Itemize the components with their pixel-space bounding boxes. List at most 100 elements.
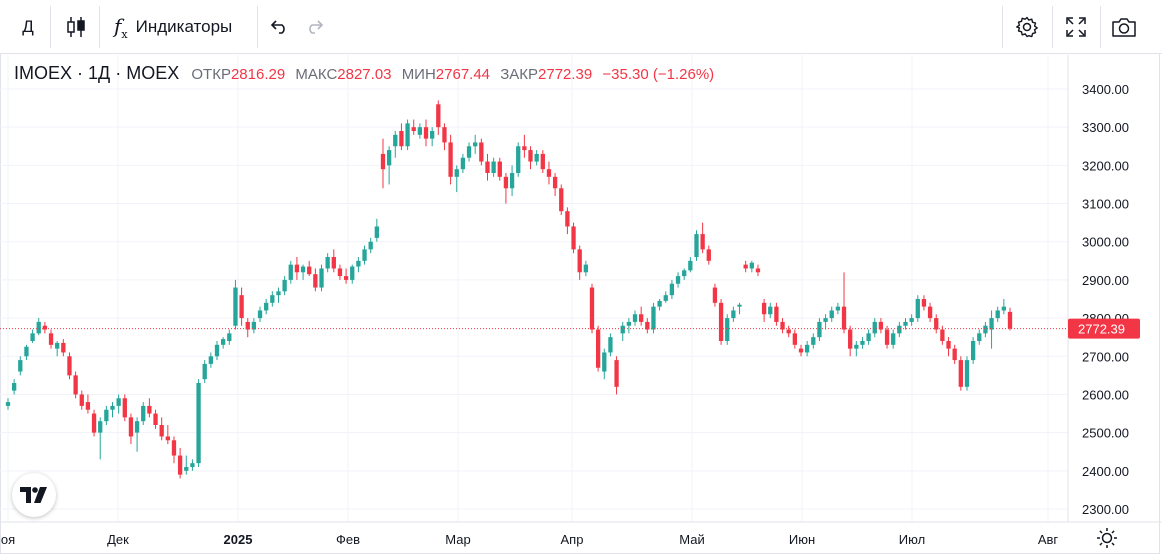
candle-body — [577, 249, 582, 273]
close-label: ЗАКР — [500, 66, 539, 83]
candle — [61, 339, 66, 357]
candle-body — [675, 276, 681, 284]
candle-body — [184, 467, 189, 471]
candle-body — [18, 360, 23, 372]
candle-body — [860, 341, 865, 345]
candle-body — [528, 150, 533, 162]
candle-body — [891, 333, 896, 345]
candle-body — [454, 169, 459, 177]
candle-body — [522, 146, 527, 151]
candle-body — [712, 287, 718, 303]
candle — [608, 333, 613, 357]
candle — [878, 318, 884, 334]
candle-body — [817, 321, 822, 338]
candle-body — [147, 405, 152, 414]
undo-button[interactable] — [262, 7, 296, 47]
candle-body — [559, 188, 564, 212]
candle-body — [565, 211, 570, 227]
candle-body — [663, 295, 668, 301]
candle-body — [374, 226, 379, 238]
candle-body — [811, 337, 816, 345]
price-tick-label: 2600.00 — [1082, 387, 1129, 402]
candle — [134, 417, 140, 452]
candle — [528, 146, 533, 170]
time-tick-label: Мар — [445, 532, 470, 547]
low-label: МИН — [401, 66, 436, 83]
candle-body — [595, 329, 601, 368]
candle-body — [706, 249, 711, 261]
candle-body — [700, 234, 705, 250]
price-axis: 3400.00 3300.00 3200.00 3100.00 3000.00 2900.… — [1082, 82, 1129, 517]
candle — [651, 302, 656, 334]
candle — [325, 253, 330, 273]
candle — [362, 245, 367, 265]
candle-body — [270, 295, 275, 303]
candle-body — [552, 176, 558, 189]
scale-settings-button[interactable] — [1096, 527, 1118, 549]
close-value: 2772.39 — [538, 66, 593, 83]
candle — [639, 306, 644, 326]
candle-body — [245, 321, 250, 330]
settings-button[interactable] — [1006, 7, 1048, 47]
open-label: ОТКР — [191, 66, 231, 83]
candle — [98, 417, 103, 460]
time-tick-label: Апр — [561, 532, 584, 547]
candle-body — [645, 321, 650, 330]
candle-body — [325, 257, 330, 269]
candle — [196, 379, 201, 467]
candle-body — [48, 333, 54, 345]
candle-body — [122, 398, 127, 418]
candle — [110, 402, 115, 418]
redo-button[interactable] — [298, 7, 332, 47]
candle — [614, 356, 619, 395]
candle-body — [1007, 311, 1013, 329]
candle-body — [485, 161, 490, 173]
candle — [921, 295, 927, 311]
candle-body — [639, 314, 644, 322]
candle-body — [989, 318, 994, 330]
fullscreen-icon — [1066, 17, 1086, 37]
candle-body — [331, 257, 336, 269]
candle-body — [761, 302, 767, 315]
candle-body — [319, 268, 324, 288]
candle-body — [380, 153, 386, 170]
fullscreen-button[interactable] — [1056, 7, 1096, 47]
candle — [970, 337, 976, 364]
candle — [817, 318, 822, 341]
candle-body — [134, 421, 140, 433]
candle — [399, 123, 404, 151]
candle — [313, 268, 318, 292]
candle — [897, 321, 902, 338]
candle-body — [55, 342, 60, 349]
price-tick-label: 3000.00 — [1082, 235, 1129, 250]
indicators-button[interactable]: fx Индикаторы — [108, 7, 253, 47]
candle-body — [823, 318, 828, 322]
candle — [731, 306, 736, 322]
candle — [122, 394, 127, 422]
candle-body — [669, 283, 675, 296]
candle-body — [116, 398, 121, 406]
candle — [552, 173, 558, 196]
candle-body — [682, 270, 687, 277]
time-tick-label: Дек — [107, 532, 129, 547]
candle-body — [473, 142, 478, 147]
screenshot-button[interactable] — [1104, 7, 1144, 47]
interval-button[interactable]: Д — [8, 7, 48, 47]
candle-body — [503, 176, 509, 189]
tradingview-logo[interactable] — [12, 473, 56, 517]
candle — [829, 306, 834, 322]
candle-body — [737, 304, 742, 307]
time-tick-label: оя — [1, 532, 15, 547]
price-tick-label: 2300.00 — [1082, 502, 1129, 517]
candle — [319, 264, 324, 292]
candle — [417, 123, 423, 139]
candle — [430, 127, 435, 147]
time-tick-label: 2025 — [224, 532, 253, 547]
symbol-title[interactable]: IMOEX · 1Д · MOEX — [14, 63, 180, 83]
chart-type-button[interactable] — [56, 7, 96, 47]
candle — [147, 398, 152, 418]
candle — [927, 302, 933, 322]
candle-body — [897, 325, 902, 334]
toolbar-separator — [99, 6, 100, 48]
